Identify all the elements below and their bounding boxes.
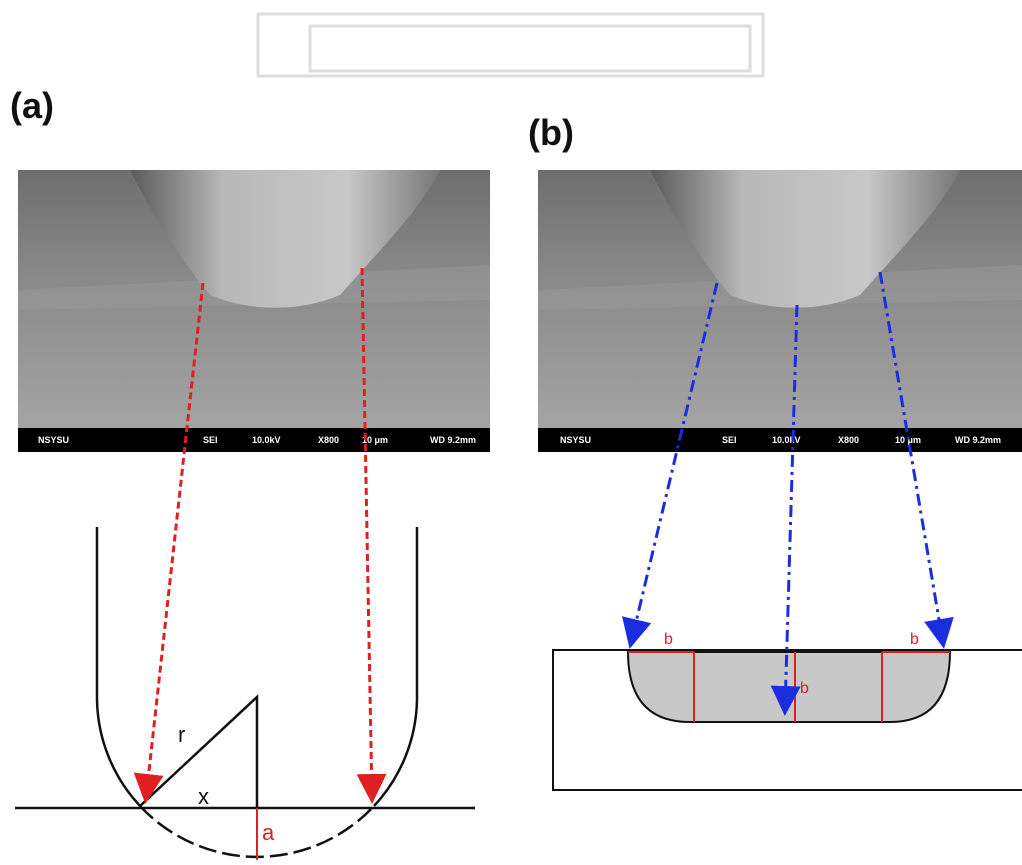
diagram-label: a — [262, 820, 275, 845]
watermark — [258, 14, 763, 76]
diagram-label: x — [198, 784, 209, 809]
diagram-label: b — [800, 680, 809, 697]
sem-label: 10 μm — [895, 435, 921, 445]
sem-label: SEI — [203, 435, 218, 445]
panel-label: (a) — [10, 85, 54, 126]
sem-label: NSYSU — [560, 435, 591, 445]
diagram-b — [553, 650, 1022, 790]
sem-label: SEI — [722, 435, 737, 445]
figure: (a) (b) NSYSU SEI 10.0kV X800 10 μm WD 9… — [0, 0, 1022, 865]
sem-label: X800 — [318, 435, 339, 445]
panel-label: (b) — [528, 112, 574, 153]
diagram-label: b — [910, 631, 919, 648]
sem-label: WD 9.2mm — [955, 435, 1001, 445]
sem-label: 10.0kV — [252, 435, 281, 445]
sem-image — [18, 170, 490, 452]
sem-label: X800 — [838, 435, 859, 445]
diagram-a — [15, 527, 475, 857]
sem-label: 10.0kV — [772, 435, 801, 445]
sem-label: NSYSU — [38, 435, 69, 445]
sem-image — [538, 170, 1022, 452]
diagram-label: b — [664, 631, 673, 648]
sem-label: WD 9.2mm — [430, 435, 476, 445]
diagram-label: r — [178, 722, 185, 747]
